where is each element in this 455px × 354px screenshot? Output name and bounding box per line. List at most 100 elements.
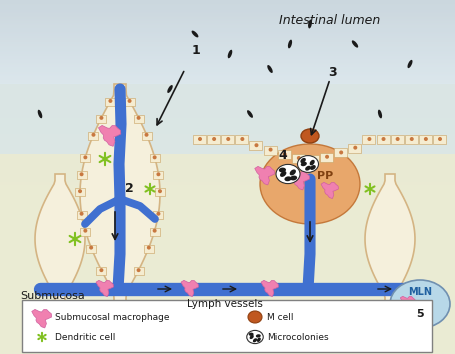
Bar xyxy=(221,135,234,144)
Bar xyxy=(133,115,143,123)
Ellipse shape xyxy=(299,158,305,163)
Ellipse shape xyxy=(422,311,426,314)
Bar xyxy=(376,135,389,144)
Circle shape xyxy=(152,229,157,233)
Circle shape xyxy=(310,157,314,161)
Bar xyxy=(105,284,115,292)
Bar xyxy=(362,135,374,144)
Circle shape xyxy=(108,99,112,103)
Bar xyxy=(319,153,332,162)
Ellipse shape xyxy=(288,170,296,175)
Ellipse shape xyxy=(279,171,286,177)
Polygon shape xyxy=(98,125,121,146)
Bar xyxy=(334,148,346,158)
Circle shape xyxy=(395,137,399,141)
Circle shape xyxy=(367,137,370,141)
Bar xyxy=(80,154,90,162)
Ellipse shape xyxy=(287,40,292,48)
Ellipse shape xyxy=(351,40,358,48)
Text: 2: 2 xyxy=(125,182,133,195)
Circle shape xyxy=(112,302,116,306)
Ellipse shape xyxy=(255,334,260,338)
Bar xyxy=(121,301,131,309)
Circle shape xyxy=(127,99,131,103)
Text: M cell: M cell xyxy=(267,313,293,321)
Bar xyxy=(76,171,86,179)
Text: Submucosa: Submucosa xyxy=(20,291,85,301)
Ellipse shape xyxy=(256,338,261,341)
Bar xyxy=(143,245,153,253)
Circle shape xyxy=(409,137,413,141)
Circle shape xyxy=(212,137,216,141)
Ellipse shape xyxy=(304,166,310,171)
Ellipse shape xyxy=(405,308,413,314)
Bar xyxy=(153,171,163,179)
Ellipse shape xyxy=(407,60,412,68)
Circle shape xyxy=(156,212,160,216)
Circle shape xyxy=(102,156,107,162)
Text: Lymph vessels: Lymph vessels xyxy=(187,299,263,309)
Circle shape xyxy=(99,116,103,120)
Bar xyxy=(88,132,98,140)
Polygon shape xyxy=(96,280,113,297)
Circle shape xyxy=(423,137,427,141)
Circle shape xyxy=(99,268,103,272)
Polygon shape xyxy=(35,174,85,304)
Circle shape xyxy=(72,236,77,242)
Bar xyxy=(96,115,106,123)
Text: Dendritic cell: Dendritic cell xyxy=(55,332,115,342)
Bar xyxy=(124,284,134,292)
Ellipse shape xyxy=(406,310,410,312)
Ellipse shape xyxy=(191,30,198,38)
Circle shape xyxy=(124,302,128,306)
Ellipse shape xyxy=(249,335,253,339)
Ellipse shape xyxy=(414,318,417,320)
Ellipse shape xyxy=(279,167,285,173)
Bar xyxy=(235,135,248,144)
Ellipse shape xyxy=(308,19,311,28)
Circle shape xyxy=(80,212,83,216)
Ellipse shape xyxy=(412,316,416,319)
Bar xyxy=(149,228,159,236)
Bar xyxy=(124,98,134,106)
Circle shape xyxy=(152,155,157,159)
Bar xyxy=(348,144,360,153)
Circle shape xyxy=(156,172,160,176)
Polygon shape xyxy=(254,166,274,185)
Bar xyxy=(277,150,290,159)
Circle shape xyxy=(240,137,244,141)
Ellipse shape xyxy=(309,160,314,165)
Circle shape xyxy=(144,133,148,137)
Ellipse shape xyxy=(297,156,318,172)
Ellipse shape xyxy=(424,313,427,315)
Circle shape xyxy=(40,335,44,339)
Circle shape xyxy=(136,268,140,272)
Circle shape xyxy=(147,246,151,250)
Circle shape xyxy=(147,187,152,192)
Bar xyxy=(291,154,304,163)
Text: MLN: MLN xyxy=(407,287,431,297)
Polygon shape xyxy=(32,309,51,328)
Bar xyxy=(75,188,85,196)
Polygon shape xyxy=(364,174,414,304)
Circle shape xyxy=(381,137,384,141)
Ellipse shape xyxy=(300,161,306,167)
Circle shape xyxy=(89,246,93,250)
Circle shape xyxy=(197,137,202,141)
Polygon shape xyxy=(320,182,338,199)
Text: Submucosal macrophage: Submucosal macrophage xyxy=(55,313,169,321)
Bar xyxy=(207,135,220,144)
Text: PP: PP xyxy=(316,171,333,181)
Ellipse shape xyxy=(411,318,415,320)
Ellipse shape xyxy=(167,85,172,93)
Circle shape xyxy=(127,285,131,289)
Bar xyxy=(80,228,90,236)
Circle shape xyxy=(83,155,87,159)
Circle shape xyxy=(226,137,230,141)
Circle shape xyxy=(353,145,357,150)
Bar xyxy=(22,300,431,352)
Ellipse shape xyxy=(247,110,253,118)
Circle shape xyxy=(91,133,95,137)
Bar xyxy=(109,301,119,309)
Bar xyxy=(390,135,403,144)
